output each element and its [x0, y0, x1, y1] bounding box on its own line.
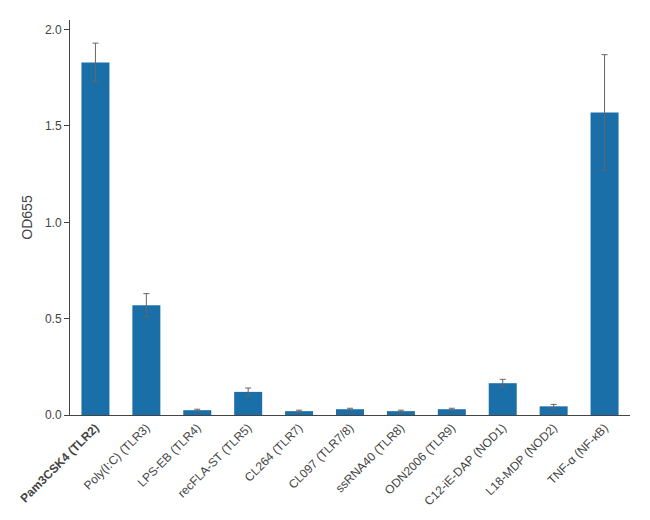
svg-text:recFLA-ST (TLR5): recFLA-ST (TLR5): [175, 421, 255, 501]
svg-text:CL097 (TLR7/8): CL097 (TLR7/8): [286, 421, 357, 492]
svg-text:LPS-EB (TLR4): LPS-EB (TLR4): [135, 421, 204, 490]
svg-text:TNF-α (NF-κB): TNF-α (NF-κB): [545, 421, 611, 487]
svg-text:1.5: 1.5: [45, 119, 62, 133]
svg-text:2.0: 2.0: [45, 23, 62, 37]
svg-text:CL264 (TLR7): CL264 (TLR7): [242, 421, 306, 485]
svg-text:L18-MDP (NOD2): L18-MDP (NOD2): [483, 421, 560, 498]
svg-text:1.0: 1.0: [45, 216, 62, 230]
svg-text:0.0: 0.0: [45, 408, 62, 422]
svg-text:Poly(I:C) (TLR3): Poly(I:C) (TLR3): [81, 421, 153, 493]
svg-text:OD655: OD655: [19, 195, 35, 240]
svg-text:0.5: 0.5: [45, 312, 62, 326]
svg-text:C12-iE-DAP (NOD1): C12-iE-DAP (NOD1): [422, 421, 510, 509]
svg-text:ssRNA40 (TLR8): ssRNA40 (TLR8): [333, 421, 408, 496]
svg-text:Pam3CSK4 (TLR2): Pam3CSK4 (TLR2): [17, 421, 101, 505]
svg-text:ODN2006 (TLR9): ODN2006 (TLR9): [382, 421, 458, 497]
